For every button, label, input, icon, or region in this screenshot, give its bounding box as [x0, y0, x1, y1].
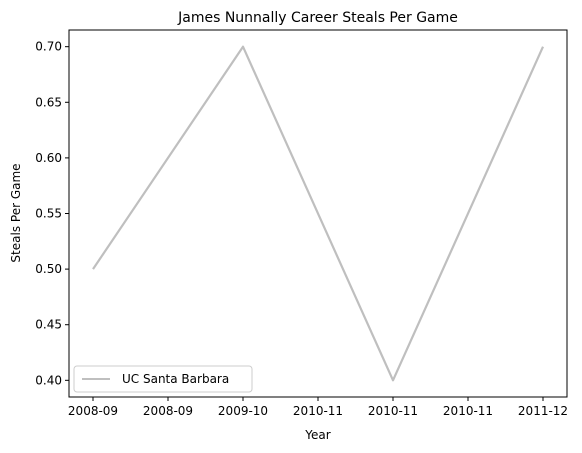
x-axis-label: Year: [304, 428, 330, 442]
x-tick-label: 2009-10: [218, 404, 268, 418]
y-tick-label: 0.40: [35, 373, 62, 387]
x-tick-label: 2010-11: [368, 404, 418, 418]
plot-area: 0.400.450.500.550.600.650.70 2008-09 2008…: [35, 29, 568, 418]
legend-box: [73, 365, 253, 393]
y-axis: 0.40 0.45 0.50 0.55 0.60 0.65 0.70: [35, 40, 69, 387]
legend: UC Santa Barbara: [73, 365, 253, 393]
y-tick-label: 0.65: [35, 95, 62, 109]
x-tick-label: 2008-09: [143, 404, 193, 418]
y-tick-label: 0.45: [35, 318, 62, 332]
series-lines: [92, 45, 545, 382]
x-tick-label: 2010-11: [443, 404, 493, 418]
y-axis-label: Steals Per Game: [9, 163, 23, 262]
x-tick-label: 2010-11: [293, 404, 343, 418]
chart-title: James Nunnally Career Steals Per Game: [177, 10, 458, 26]
series-line: [92, 45, 545, 382]
y-tick-label: 0.60: [35, 151, 62, 165]
x-tick-label: 2011-12: [518, 404, 568, 418]
y-tick-label: 0.70: [35, 40, 62, 54]
x-tick-label: 2008-09: [68, 404, 118, 418]
y-tick-label: 0.55: [35, 207, 62, 221]
x-axis: 2008-09 2008-09 2009-10 2010-11 2010-11 2010-…: [68, 397, 568, 418]
y-tick-label: 0.50: [35, 262, 62, 276]
legend-label: UC Santa Barbara: [122, 372, 229, 386]
